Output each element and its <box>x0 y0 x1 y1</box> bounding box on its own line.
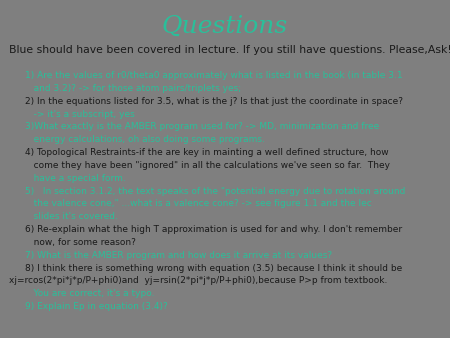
Text: 2) In the equations listed for 3.5, what is the j? Is that just the coordinate i: 2) In the equations listed for 3.5, what… <box>25 97 403 106</box>
Text: Blue should have been covered in lecture. If you still have questions. Please,As: Blue should have been covered in lecture… <box>9 45 450 55</box>
Text: and 3.2)? -> for those atom pairs/triplets yes;: and 3.2)? -> for those atom pairs/triple… <box>25 84 241 93</box>
Text: now, for some reason?: now, for some reason? <box>25 238 135 247</box>
Text: the valence cone," ...what is a valence cone? -> see figure 1.1 and the lec: the valence cone," ...what is a valence … <box>25 199 372 209</box>
Text: 7) What is the AMBER program and how does it arrive at its values?: 7) What is the AMBER program and how doe… <box>25 251 332 260</box>
Text: come they have been "ignored" in all the calculations we've seen so far.  They: come they have been "ignored" in all the… <box>25 161 390 170</box>
Text: energy calculations, oh also doing some programs.: energy calculations, oh also doing some … <box>25 135 265 144</box>
Text: 1) Are the values of r0/theta0 approximately what is listed in the book (in tabl: 1) Are the values of r0/theta0 approxima… <box>25 71 402 80</box>
Text: 3)What exactly is the AMBER program used for? -> MD, minimization and free: 3)What exactly is the AMBER program used… <box>25 122 379 131</box>
Text: slides it's covered.: slides it's covered. <box>25 212 117 221</box>
Text: You are correct, it's a typo.: You are correct, it's a typo. <box>25 289 154 298</box>
Text: -> it's a subscript, yes: -> it's a subscript, yes <box>25 110 135 119</box>
Text: have a special form.: have a special form. <box>25 174 126 183</box>
Text: 9) Explain Ep in equation (3.4)?: 9) Explain Ep in equation (3.4)? <box>25 302 167 311</box>
Text: xj=rcos(2*pi*j*p/P+phi0)and  yj=rsin(2*pi*j*p/P+phi0),because P>p from textbook.: xj=rcos(2*pi*j*p/P+phi0)and yj=rsin(2*pi… <box>9 276 387 286</box>
Text: Questions: Questions <box>162 15 288 38</box>
Text: 5)   In section 3.1.2, the text speaks of the "potential energy due to rotation : 5) In section 3.1.2, the text speaks of … <box>25 187 405 196</box>
Text: 4) Topological Restraints-if the are key in mainting a well defined structure, h: 4) Topological Restraints-if the are key… <box>25 148 388 157</box>
Text: 6) Re-explain what the high T approximation is used for and why. I don't remembe: 6) Re-explain what the high T approximat… <box>25 225 402 234</box>
Text: 8) I think there is something wrong with equation (3.5) because I think it shoul: 8) I think there is something wrong with… <box>25 264 402 273</box>
